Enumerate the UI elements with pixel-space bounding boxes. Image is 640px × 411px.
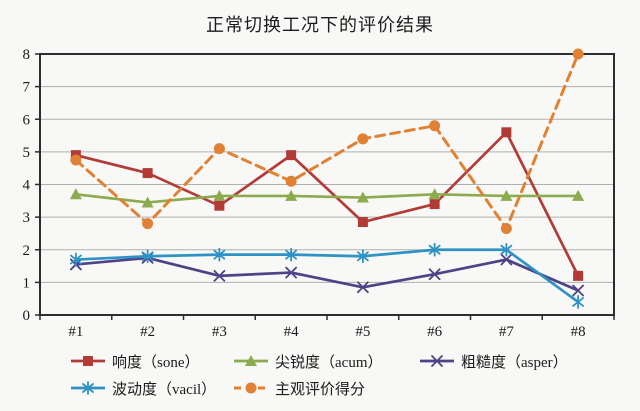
- x-tick-label: #1: [68, 324, 83, 340]
- marker-x: [285, 266, 298, 279]
- marker-asterisk: [213, 247, 226, 262]
- series-3: [69, 242, 585, 309]
- marker-circle: [70, 154, 82, 166]
- marker-square: [286, 150, 297, 161]
- y-tick-label: 8: [23, 47, 31, 63]
- marker-triangle: [141, 196, 154, 208]
- legend-item-2: 粗糙度（asper）: [419, 350, 629, 372]
- marker-x: [431, 355, 443, 367]
- marker-circle: [429, 120, 441, 132]
- marker-asterisk: [285, 247, 298, 262]
- marker-square: [83, 356, 93, 366]
- marker-asterisk: [141, 249, 154, 264]
- x-tick-label: #3: [212, 324, 227, 340]
- x-tick-label: #4: [284, 324, 300, 340]
- marker-circle: [357, 133, 369, 145]
- marker-asterisk: [69, 252, 82, 267]
- marker-circle: [572, 48, 584, 60]
- series-line: [74, 130, 580, 278]
- marker-triangle: [500, 189, 513, 201]
- legend-label: 波动度（vacil）: [112, 381, 217, 398]
- series-0: [70, 127, 584, 281]
- legend-item-3: 波动度（vacil）: [70, 377, 233, 399]
- marker-asterisk: [356, 249, 369, 264]
- marker-square: [573, 270, 584, 281]
- marker-triangle: [69, 188, 82, 200]
- marker-asterisk: [500, 242, 513, 257]
- marker-square: [142, 168, 153, 179]
- marker-circle: [500, 223, 512, 235]
- marker-square: [429, 199, 440, 210]
- series-line: [74, 256, 580, 292]
- x-tick-label: #2: [140, 324, 155, 340]
- x-tick-label: #8: [571, 324, 586, 340]
- marker-triangle: [356, 191, 369, 203]
- y-tick-label: 5: [23, 145, 31, 161]
- legend-label: 主观评价得分: [275, 381, 366, 398]
- legend-item-4: 主观评价得分: [233, 377, 419, 399]
- series-line: [74, 248, 580, 304]
- marker-x: [356, 281, 369, 294]
- series-2: [69, 252, 585, 297]
- legend-marker-asterisk-icon: [71, 381, 105, 395]
- legend-item-1: 尖锐度（acum）: [233, 350, 419, 372]
- legend-label: 粗糙度（asper）: [461, 354, 568, 371]
- line-chart: 0 1 2 3 4 5 6 7 8 #1 #2 #3 #4 #5 #6 #7 #8: [23, 47, 615, 340]
- marker-square: [357, 217, 368, 228]
- marker-triangle: [572, 189, 585, 201]
- x-tick-label: #5: [355, 324, 370, 340]
- marker-triangle: [245, 355, 257, 366]
- legend-marker-x-icon: [420, 355, 454, 367]
- marker-asterisk: [82, 381, 94, 395]
- marker-triangle: [428, 188, 441, 200]
- y-tick-label: 4: [23, 178, 31, 194]
- series-4: [70, 48, 584, 235]
- marker-circle: [245, 382, 257, 394]
- marker-triangle: [213, 189, 226, 201]
- y-tick-label: 6: [23, 112, 31, 128]
- y-tick-label: 3: [23, 210, 31, 226]
- marker-square: [501, 127, 512, 138]
- marker-x: [428, 268, 441, 281]
- x-tick-label: #6: [427, 324, 443, 340]
- marker-circle: [142, 218, 154, 230]
- marker-circle: [213, 143, 225, 155]
- marker-asterisk: [428, 242, 441, 257]
- legend-item-0: 响度（sone）: [70, 350, 233, 372]
- chart-title: 正常切换工况下的评价结果: [206, 15, 434, 35]
- series-line: [74, 52, 580, 231]
- chart-legend: 响度（sone） 尖锐度（acum） 粗糙度（asper） 波动度（vacil） 主观评…: [70, 350, 629, 399]
- legend-marker-triangle-icon: [234, 355, 268, 366]
- marker-asterisk: [572, 295, 585, 309]
- marker-x: [500, 253, 513, 266]
- marker-x: [213, 269, 226, 282]
- y-tick-label: 2: [23, 243, 31, 259]
- legend-marker-circle-icon: [234, 382, 268, 394]
- series-line: [74, 192, 580, 204]
- legend-label: 响度（sone）: [112, 354, 200, 371]
- marker-triangle: [285, 189, 298, 201]
- x-tick-label: #7: [499, 324, 515, 340]
- marker-x: [572, 284, 585, 297]
- y-tick-label: 7: [23, 80, 31, 96]
- legend-marker-square-icon: [71, 356, 105, 366]
- y-tick-label: 1: [23, 275, 31, 291]
- series-1: [69, 188, 585, 208]
- marker-square: [214, 200, 225, 211]
- legend-label: 尖锐度（acum）: [275, 354, 383, 371]
- marker-circle: [285, 175, 297, 187]
- y-tick-label: 0: [23, 308, 31, 324]
